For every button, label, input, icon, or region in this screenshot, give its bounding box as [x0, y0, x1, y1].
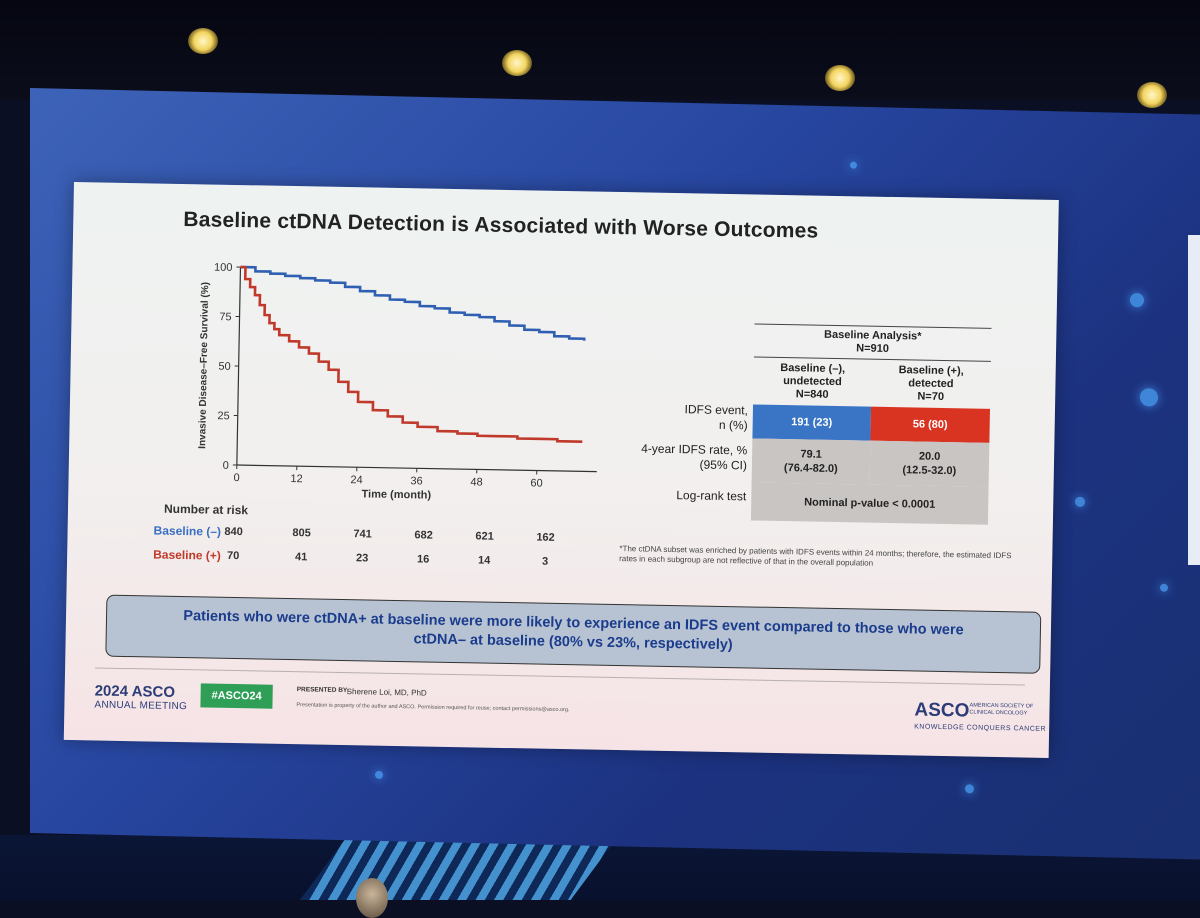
row-label-logrank: Log-rank test: [588, 486, 746, 504]
row-label-line: (95% CI): [589, 455, 747, 473]
ceiling-light: [825, 65, 855, 91]
y-tick-label: 100: [214, 262, 233, 274]
x-tick-label: 36: [410, 475, 422, 487]
risk-value: 805: [281, 527, 321, 540]
y-tick-label: 75: [219, 311, 231, 323]
ceiling-light: [1137, 82, 1167, 108]
footnote: *The ctDNA subset was enriched by patien…: [619, 544, 1029, 572]
risk-label-negative: Baseline (–): [153, 524, 221, 539]
risk-value: 3: [525, 555, 565, 568]
risk-value: 70: [213, 550, 253, 563]
asco-tagline: KNOWLEDGE CONQUERS CANCER: [914, 723, 1046, 732]
slide-title: Baseline ctDNA Detection is Associated w…: [183, 208, 943, 246]
presentation-slide: Baseline ctDNA Detection is Associated w…: [64, 182, 1059, 758]
km-chart: 0 25 50 75 100 0 12 24 36 48 60 Time (month) Invasiv…: [168, 254, 613, 512]
ceiling-light: [502, 50, 532, 76]
cell-rate-positive: 20.0 (12.5-32.0): [870, 441, 990, 487]
ceiling-light: [188, 28, 218, 54]
col-head-positive: Baseline (+), detected N=70: [871, 364, 991, 405]
screen-dot: [850, 162, 857, 169]
col-head-line: N=70: [871, 390, 990, 405]
asco-logo: ASCO: [914, 699, 969, 722]
row-label-idfs-event: IDFS event, n (%): [590, 400, 749, 433]
speaker-head: [356, 878, 388, 918]
col-head-negative: Baseline (–), undetected N=840: [753, 361, 872, 402]
screen-dot: [1140, 388, 1158, 406]
col-head-line: N=840: [753, 387, 871, 402]
x-tick-label: 12: [290, 473, 302, 485]
cell-idfs-negative: 191 (23): [752, 404, 871, 440]
y-tick-label: 25: [217, 410, 229, 422]
x-tick-label: 24: [350, 474, 362, 486]
cell-line: (76.4-82.0): [784, 461, 838, 476]
y-tick-label: 50: [218, 361, 230, 373]
conclusion-banner: Patients who were ctDNA+ at baseline wer…: [105, 595, 1041, 674]
x-tick-label: 60: [530, 477, 542, 489]
disclaimer: Presentation is property of the author a…: [296, 702, 656, 715]
hashtag-badge: #ASCO24: [200, 683, 272, 708]
ceiling: [0, 0, 1200, 100]
risk-value: 16: [403, 553, 443, 566]
meeting-logo: 2024 ASCO: [95, 682, 176, 700]
side-panel: [1188, 235, 1200, 565]
risk-table-header: Number at risk: [164, 502, 248, 518]
risk-value: 162: [525, 531, 565, 544]
risk-value: 621: [464, 530, 504, 543]
x-axis-label: Time (month): [361, 488, 431, 501]
risk-label-positive: Baseline (+): [153, 548, 221, 563]
series-line-negative: [239, 267, 585, 341]
cell-line: (12.5-32.0): [902, 463, 956, 478]
cell-line: 79.1: [800, 447, 822, 461]
screen-dot: [1130, 293, 1144, 307]
series-line-positive: [237, 267, 585, 442]
risk-value: 41: [281, 551, 321, 564]
y-axis-label: Invasive Disease–Free Survival (%): [197, 282, 211, 449]
cell-rate-negative: 79.1 (76.4-82.0): [752, 438, 871, 484]
cell-logrank: Nominal p-value < 0.0001: [751, 482, 989, 524]
presented-by-label: PRESENTED BY:: [297, 686, 349, 694]
row-label-line: n (%): [590, 415, 748, 433]
y-tick-label: 0: [223, 460, 229, 472]
row-label-idfs-rate: 4-year IDFS rate, % (95% CI): [589, 440, 748, 473]
risk-value: 840: [214, 526, 254, 539]
risk-value: 741: [342, 528, 382, 541]
asco-society-name: AMERICAN SOCIETY OF CLINICAL ONCOLOGY: [969, 702, 1039, 717]
risk-value: 682: [403, 529, 443, 542]
table-header: Baseline Analysis* N=910: [754, 323, 992, 361]
cell-idfs-positive: 56 (80): [870, 407, 990, 443]
screen-dot: [965, 784, 974, 793]
screen-dot: [1075, 497, 1085, 507]
meeting-subtitle: ANNUAL MEETING: [94, 699, 187, 712]
risk-value: 23: [342, 552, 382, 565]
x-tick-label: 48: [470, 476, 482, 488]
screen-dot: [375, 771, 383, 779]
presenter-name: Sherene Loi, MD, PhD: [347, 687, 427, 697]
x-tick-label: 0: [233, 472, 239, 484]
risk-value: 14: [464, 554, 504, 567]
cell-line: 20.0: [919, 450, 941, 464]
screen-dot: [1160, 584, 1168, 592]
